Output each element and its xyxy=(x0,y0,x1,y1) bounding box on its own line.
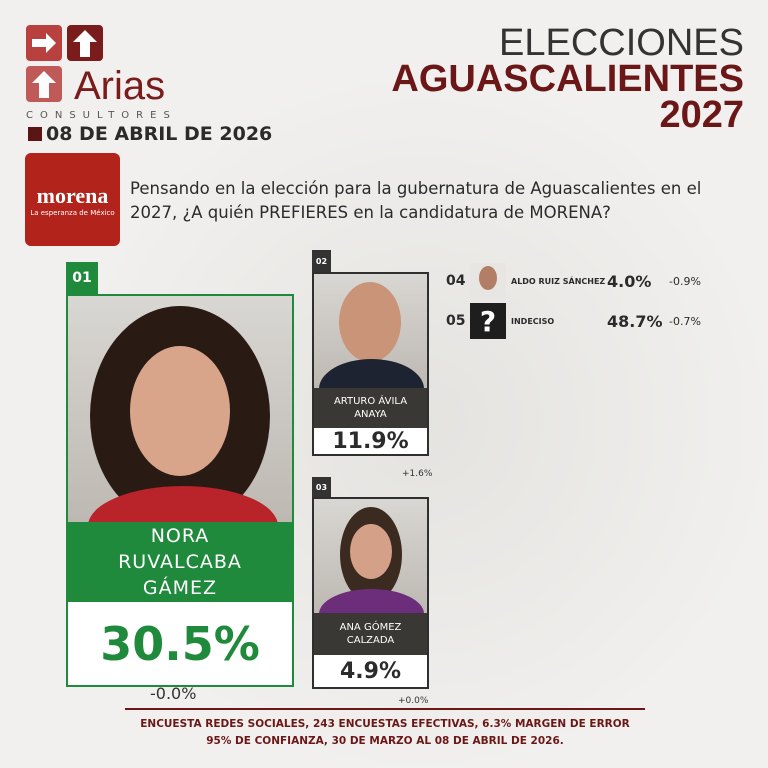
rank-badge: 01 xyxy=(66,262,98,294)
rank-badge: 02 xyxy=(312,250,331,272)
arrow-right-icon xyxy=(26,25,62,61)
title-line-1: ELECCIONES xyxy=(499,22,744,64)
candidate-value: 30.5% xyxy=(100,616,260,671)
party-slogan: La esperanza de México xyxy=(30,209,115,217)
title-line-2: AGUASCALIENTES xyxy=(391,58,744,100)
candidate-name: NORA RUVALCABA GÁMEZ xyxy=(68,522,292,602)
candidate-photo xyxy=(68,296,292,522)
rank-badge: 03 xyxy=(312,477,331,497)
candidate-name: INDECISO xyxy=(511,316,555,326)
candidate-name: ALDO RUIZ SÁNCHEZ xyxy=(511,276,606,286)
candidate-change: -0.0% xyxy=(150,684,197,703)
candidate-change: +1.6% xyxy=(402,469,433,479)
candidate-card-1: NORA RUVALCABA GÁMEZ 30.5% xyxy=(66,294,294,687)
footer-line-1: ENCUESTA REDES SOCIALES, 243 ENCUESTAS E… xyxy=(140,718,630,730)
candidate-change: +0.0% xyxy=(398,696,429,706)
candidate-change: -0.9% xyxy=(669,274,701,288)
rank: 05 xyxy=(446,313,466,329)
candidate-card-2: ARTURO ÁVILA ANAYA 11.9% xyxy=(312,272,429,456)
date-text: 08 DE ABRIL DE 2026 xyxy=(46,123,273,145)
candidate-photo xyxy=(314,499,427,613)
square-bullet-icon xyxy=(28,127,42,141)
candidate-value: 4.0% xyxy=(607,271,652,291)
candidate-name: ARTURO ÁVILA ANAYA xyxy=(314,388,427,428)
arrow-up-icon xyxy=(67,25,103,61)
candidate-name: ANA GÓMEZ CALZADA xyxy=(314,613,427,655)
candidate-row-4: 04 ALDO RUIZ SÁNCHEZ 4.0% -0.9% xyxy=(446,263,701,299)
date: 08 DE ABRIL DE 2026 xyxy=(28,123,272,145)
candidate-card-3: ANA GÓMEZ CALZADA 4.9% xyxy=(312,497,429,689)
footer-line-2: 95% DE CONFIANZA, 30 DE MARZO AL 08 DE A… xyxy=(206,735,564,747)
question-mark-icon: ? xyxy=(470,303,506,339)
candidate-photo xyxy=(470,263,506,299)
candidate-photo xyxy=(314,274,427,388)
question: Pensando en la elección para la gubernat… xyxy=(130,179,702,222)
candidate-row-5: 05 ? INDECISO 48.7% -0.7% xyxy=(446,303,701,339)
arrow-up-icon xyxy=(26,66,62,102)
brand-name: Arias xyxy=(74,64,166,108)
rank: 04 xyxy=(446,273,466,289)
candidate-value: 4.9% xyxy=(339,658,401,684)
candidate-change: -0.7% xyxy=(669,314,701,328)
brand-tagline: CONSULTORES xyxy=(26,110,177,121)
candidate-value: 11.9% xyxy=(332,428,409,454)
party-name: morena xyxy=(36,183,109,208)
footer-note: ENCUESTA REDES SOCIALES, 243 ENCUESTAS E… xyxy=(125,708,645,750)
morena-logo: morena La esperanza de México xyxy=(25,153,120,246)
title-line-3: 2027 xyxy=(659,94,744,136)
candidate-value: 48.7% xyxy=(607,311,663,331)
